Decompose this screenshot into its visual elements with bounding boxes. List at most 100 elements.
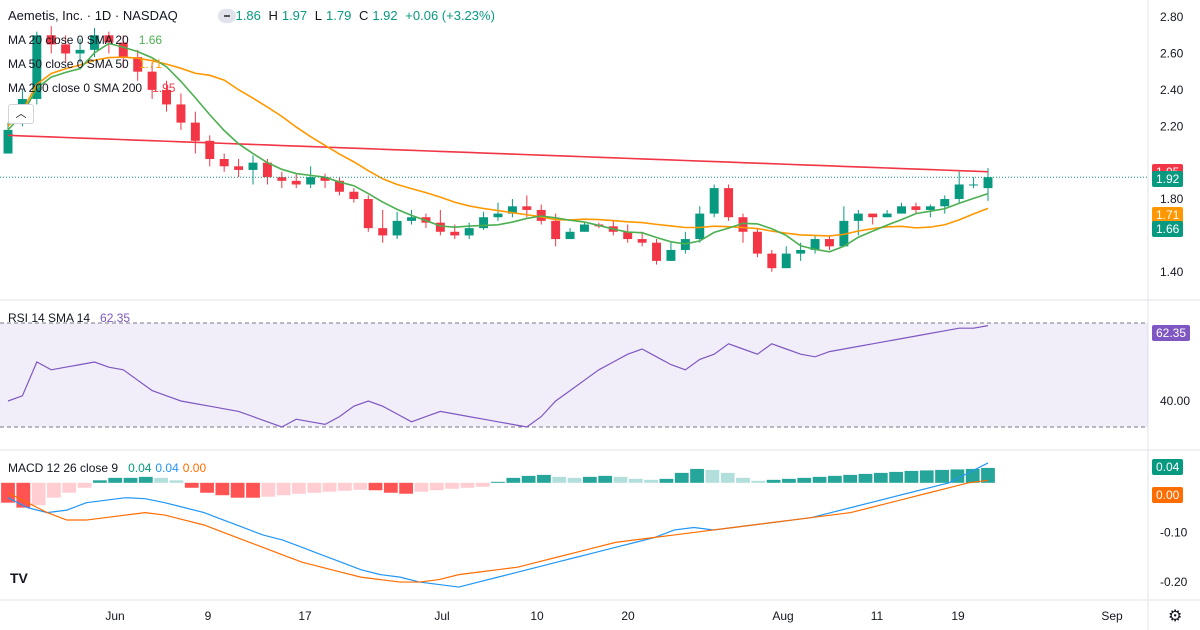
candle-body (796, 249, 806, 254)
macd-hist-bar (475, 482, 490, 487)
rsi-tag: 62.35 (1152, 325, 1191, 342)
candle-body (954, 184, 964, 200)
candle-body (3, 129, 13, 154)
macd-hist-bar (628, 478, 643, 483)
ma20-line (7, 42, 989, 253)
macd-hist-bar (827, 475, 842, 483)
candle-body (551, 220, 561, 240)
candle-body (911, 206, 921, 210)
signal-line (7, 479, 989, 583)
candle-body (868, 213, 878, 218)
candle-body (738, 217, 748, 232)
ohlc-open: 1.86 (235, 8, 261, 23)
candle-body (378, 228, 388, 236)
ma20-legend[interactable]: MA 20 close 0 SMA 20 1.66 (8, 33, 166, 47)
macd-hist-bar (31, 482, 46, 506)
candle-body (234, 166, 244, 170)
candle-body (781, 253, 791, 269)
macd-hist-bar (276, 482, 291, 496)
candle-body (75, 49, 85, 54)
candle-body (580, 224, 589, 232)
macd-hist-bar (292, 482, 306, 494)
macd-hist-bar (16, 482, 31, 508)
ohlc-l-label: L (314, 8, 323, 23)
price-tick-label: 1.40 (1160, 265, 1184, 279)
settings-gear-icon[interactable]: ⚙ (1168, 608, 1183, 625)
visibility-eye-icon[interactable] (218, 9, 236, 23)
price-tick-label: 2.60 (1160, 46, 1184, 60)
price-tag: 1.66 (1152, 220, 1184, 237)
macd-hist-bar (154, 477, 169, 483)
candle-body (464, 228, 474, 236)
macd-hist-bar (552, 476, 567, 483)
symbol-title: Aemetis, Inc. · 1D · NASDAQ (8, 8, 178, 23)
macd-hist-bar (445, 482, 459, 489)
macd-tag: 0.00 (1152, 486, 1184, 503)
candle-body (147, 71, 157, 90)
ma50-value: 1.71 (138, 57, 163, 71)
candle-body (219, 159, 229, 167)
time-axis-label: Jun (105, 609, 124, 623)
ma200-legend[interactable]: MA 200 close 0 SMA 200 1.95 (8, 81, 179, 95)
time-axis-label: Jul (434, 609, 449, 623)
macd-hist-bar (506, 477, 521, 483)
macd-hist-bar (736, 477, 750, 483)
macd-hist-bar (981, 467, 995, 483)
rsi-legend[interactable]: RSI 14 SMA 14 62.35 (8, 311, 134, 325)
macd-hist-bar (705, 469, 720, 483)
candle-body (277, 177, 287, 181)
ma50-legend[interactable]: MA 50 close 0 SMA 50 1.71 (8, 57, 166, 71)
candle-body (118, 42, 128, 58)
macd-hist-bar (782, 478, 796, 483)
candle-body (666, 249, 676, 261)
time-axis-label: 20 (621, 609, 635, 623)
price-tag: 1.92 (1152, 171, 1184, 188)
ma50-line (7, 56, 989, 237)
candle-body (392, 220, 402, 236)
macd-hist-bar (674, 472, 689, 483)
macd-hist-bar (368, 482, 383, 491)
price-change: +0.06 (+3.23%) (405, 8, 495, 23)
candle-body (825, 239, 834, 247)
price-tick-label: 2.40 (1160, 83, 1184, 97)
macd-hist-bar (337, 482, 352, 491)
macd-hist-bar (919, 470, 934, 483)
candle-body (493, 213, 503, 218)
macd-signal-value: 0.04 (155, 461, 179, 475)
macd-hist-bar (935, 469, 949, 483)
macd-hist-bar (521, 475, 536, 483)
macd-hist-bar (889, 471, 904, 483)
time-axis-label: Sep (1101, 609, 1123, 623)
candle-body (450, 231, 460, 236)
rsi-value: 62.35 (100, 311, 131, 325)
macd-hist-bar (644, 479, 659, 483)
price-tag: 1.71 (1152, 207, 1184, 224)
ma50-label: MA 50 close 0 SMA 50 (8, 57, 129, 71)
collapse-legend-chevron-up-icon[interactable]: ︿ (8, 104, 34, 124)
candle-body (320, 177, 330, 181)
macd-hist-bar (858, 473, 873, 483)
ohlc-low: 1.79 (326, 8, 352, 23)
candle-body (969, 184, 979, 186)
macd-legend[interactable]: MACD 12 26 close 9 0.04 0.04 0.00 (8, 461, 210, 475)
candle-body (724, 188, 734, 218)
macd-hist-bar (62, 482, 77, 493)
macd-hist-bar (567, 477, 582, 483)
macd-hist-bar (659, 478, 674, 483)
macd-hist-bar (751, 480, 766, 483)
macd-hist-value: 0.00 (182, 461, 207, 475)
ma200-label: MA 200 close 0 SMA 200 (8, 81, 143, 95)
macd-hist-bar (47, 482, 61, 498)
candle-body (652, 242, 661, 261)
macd-hist-bar (582, 476, 597, 483)
candle-body (810, 239, 820, 250)
macd-hist-bar (690, 468, 704, 483)
macd-hist-bar (613, 476, 628, 483)
tradingview-logo-icon[interactable]: TV (10, 570, 28, 586)
macd-tick-label: -0.10 (1160, 525, 1188, 539)
candle-body (767, 253, 777, 269)
macd-hist-bar (261, 482, 276, 497)
candle-body (637, 239, 647, 243)
ohlc-close: 1.92 (372, 8, 398, 23)
